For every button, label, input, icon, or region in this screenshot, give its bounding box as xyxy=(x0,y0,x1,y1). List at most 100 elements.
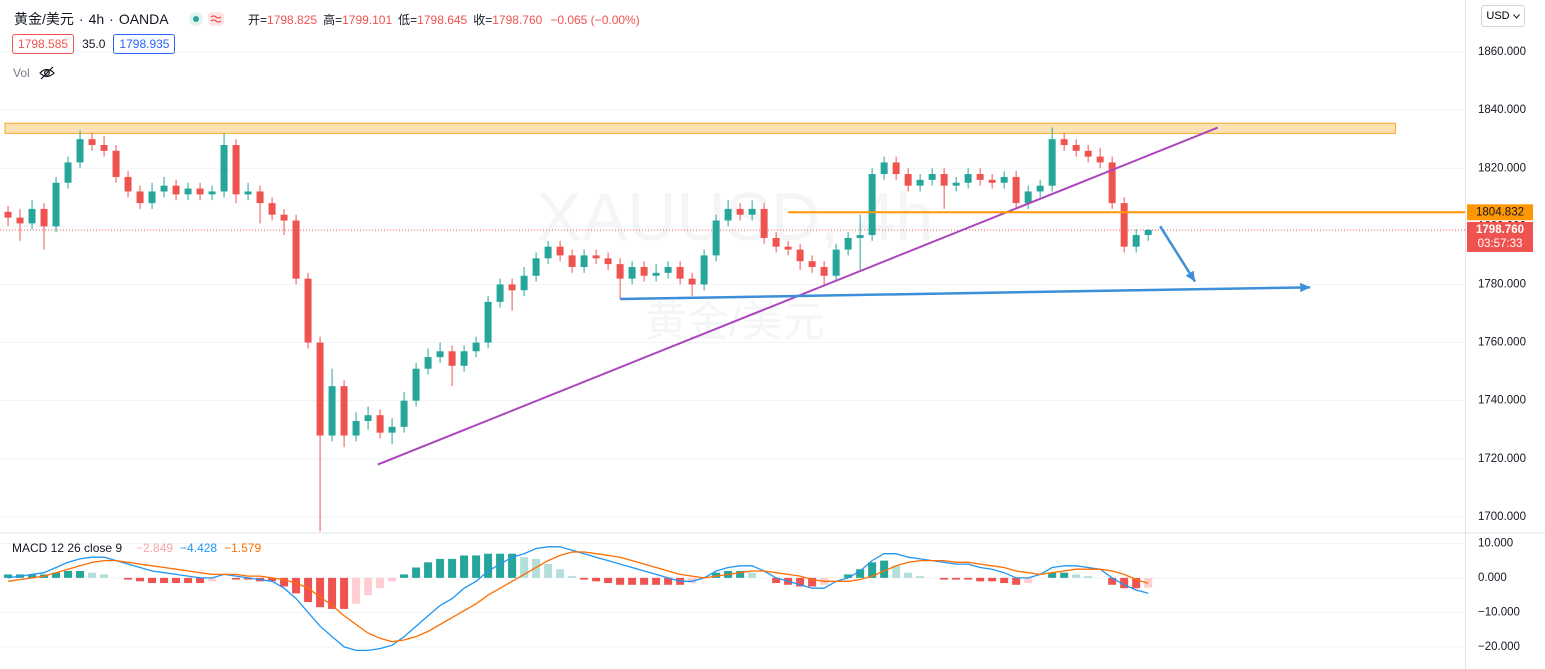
candle-body xyxy=(520,275,528,291)
histogram-bar xyxy=(448,558,457,578)
histogram-bar xyxy=(208,577,217,582)
candle-body xyxy=(160,185,168,192)
histogram-bar xyxy=(976,577,985,582)
histogram-bar xyxy=(880,560,889,578)
candle-body xyxy=(784,246,792,250)
ohlc-value: 1798.645 xyxy=(417,13,468,27)
candle-body xyxy=(1072,144,1080,151)
ohlc-label: 收= xyxy=(473,13,493,27)
y-tick-label: 1780.000 xyxy=(1478,278,1526,290)
histogram-bar xyxy=(1120,577,1129,589)
candle-body xyxy=(256,191,264,204)
candle-body xyxy=(136,191,144,204)
candle-body xyxy=(1036,185,1044,192)
candle-body xyxy=(472,342,480,352)
histogram-bar xyxy=(1108,577,1117,585)
candle-body xyxy=(1084,150,1092,157)
candle-body xyxy=(100,144,108,151)
histogram-bar xyxy=(1000,577,1009,584)
histogram-bar xyxy=(568,576,577,578)
histogram-bar xyxy=(484,553,493,578)
histogram-bar xyxy=(280,577,289,587)
candle-body xyxy=(880,162,888,175)
candle-body xyxy=(616,264,624,279)
histogram-bar xyxy=(412,567,421,578)
candle-body xyxy=(436,351,444,358)
histogram-bar xyxy=(712,572,721,578)
candle-body xyxy=(112,150,120,177)
histogram-bar xyxy=(628,577,637,585)
histogram-bar xyxy=(364,577,373,596)
histogram-bar xyxy=(244,577,253,580)
histogram-bar xyxy=(196,577,205,584)
histogram-bar xyxy=(88,572,97,578)
candle-body xyxy=(40,208,48,227)
histogram-bar xyxy=(460,555,469,578)
histogram-bar xyxy=(184,577,193,584)
histogram-bar xyxy=(736,570,745,578)
y-tick-label: 1840.000 xyxy=(1478,104,1526,116)
candle-body xyxy=(844,237,852,250)
candle-body xyxy=(760,208,768,238)
candle-body xyxy=(1060,139,1068,145)
candle-body xyxy=(268,203,276,215)
arrow-line xyxy=(1159,225,1197,283)
candle-body xyxy=(748,208,756,215)
bid-price[interactable]: 1798.585 xyxy=(12,34,75,54)
histogram-bar xyxy=(304,577,313,603)
histogram-bar xyxy=(652,577,661,585)
histogram-bar xyxy=(1024,577,1033,584)
histogram-bar xyxy=(616,577,625,585)
delay-icon xyxy=(210,15,222,23)
histogram-bar xyxy=(604,577,613,584)
histogram-bar xyxy=(328,577,337,609)
exchange: OANDA xyxy=(118,11,169,27)
candle-body xyxy=(184,188,192,195)
candle-body xyxy=(364,415,372,422)
chevron-path xyxy=(1512,13,1520,19)
hide-icon[interactable] xyxy=(38,66,56,80)
histogram-bar xyxy=(772,577,781,584)
histogram-bar xyxy=(892,565,901,578)
candle-body xyxy=(76,139,84,163)
candle-body xyxy=(688,278,696,285)
indicator-value: −1.579 xyxy=(224,541,261,555)
ohlc-item: 高=1799.101 xyxy=(323,11,392,28)
histogram-bar xyxy=(952,577,961,580)
y-tick-label: −10.000 xyxy=(1478,606,1520,618)
candle-body xyxy=(16,217,24,224)
histogram-bar xyxy=(52,572,61,578)
histogram-bar xyxy=(100,574,109,578)
histogram-bar xyxy=(520,557,529,578)
separator: · xyxy=(78,11,84,27)
candle-body xyxy=(1048,139,1056,186)
candle-body xyxy=(172,185,180,195)
histogram-bar xyxy=(916,576,925,578)
histogram-bar xyxy=(64,570,73,578)
ask-price[interactable]: 1798.935 xyxy=(113,34,176,54)
y-tick-label: 1740.000 xyxy=(1478,395,1526,407)
histogram-bar xyxy=(340,577,349,609)
ohlc-item: 收=1798.760 xyxy=(473,11,542,28)
y-tick-label: 1720.000 xyxy=(1478,453,1526,465)
histogram-bar xyxy=(292,577,301,594)
delay-bg xyxy=(207,12,224,26)
histogram-bar xyxy=(316,577,325,608)
candle-body xyxy=(712,220,720,256)
candle-body xyxy=(940,174,948,186)
histogram-bar xyxy=(388,577,397,582)
candle-body xyxy=(232,144,240,195)
interval[interactable]: 4h xyxy=(88,11,105,27)
spread: 35.0 xyxy=(82,37,106,51)
currency-button[interactable]: USD xyxy=(1481,5,1525,27)
candle-body xyxy=(856,235,864,238)
quote-line: 1798.585 35.0 1798.935 xyxy=(12,34,176,54)
pupil xyxy=(43,70,50,76)
histogram-bar xyxy=(868,562,877,578)
separator: · xyxy=(109,11,114,27)
symbol[interactable]: 黄金/美元 xyxy=(14,11,74,27)
signal-line xyxy=(7,551,1149,643)
